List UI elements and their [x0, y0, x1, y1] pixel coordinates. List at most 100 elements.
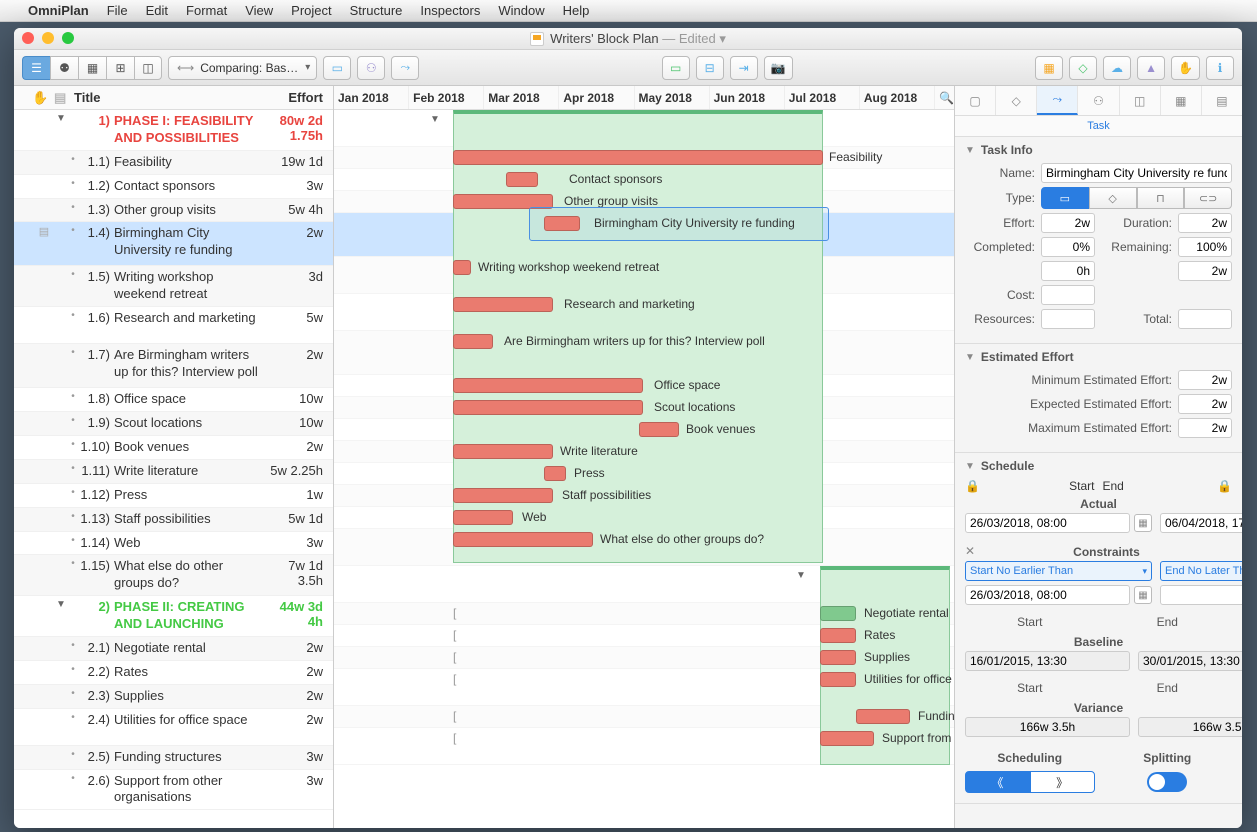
constraint-start-select[interactable]: Start No Earlier Than: [965, 561, 1152, 581]
gantt-bar[interactable]: [453, 444, 553, 459]
scheduling-segment[interactable]: 《》: [965, 771, 1095, 793]
filter-icon[interactable]: ▦: [1035, 56, 1063, 80]
task-row[interactable]: •1.11)Write literature5w 2.25h: [14, 460, 333, 484]
duration-field[interactable]: [1178, 213, 1232, 233]
menu-window[interactable]: Window: [498, 3, 544, 18]
remaining-field[interactable]: [1178, 237, 1232, 257]
close-button[interactable]: [22, 32, 34, 44]
inspector-tab[interactable]: ⚇: [1078, 86, 1119, 115]
task-row[interactable]: •1.15)What else do other groups do?7w 1d…: [14, 555, 333, 596]
type-milestone[interactable]: ◇: [1089, 187, 1137, 209]
gantt-bar[interactable]: [820, 628, 856, 643]
min-est-field[interactable]: [1178, 370, 1232, 390]
reschedule-icon[interactable]: ⊟: [696, 56, 724, 80]
add-dependency-icon[interactable]: ⤳: [391, 56, 419, 80]
view-calendar-icon[interactable]: ▦: [78, 56, 106, 80]
inspector-tab[interactable]: ▦: [1161, 86, 1202, 115]
catchup-icon[interactable]: ⇥: [730, 56, 758, 80]
cost-field[interactable]: [1041, 285, 1095, 305]
col-effort[interactable]: Effort: [263, 90, 333, 105]
total-field[interactable]: [1178, 309, 1232, 329]
inspector-tab[interactable]: ◇: [996, 86, 1037, 115]
task-row[interactable]: •1.12)Press1w: [14, 484, 333, 508]
task-row[interactable]: •1.3)Other group visits5w 4h: [14, 199, 333, 223]
inspector-tab[interactable]: ▤: [1202, 86, 1242, 115]
gantt-bar[interactable]: [453, 510, 513, 525]
gantt-bar[interactable]: [856, 709, 910, 724]
task-row[interactable]: •2.6)Support from other organisations3w: [14, 770, 333, 811]
gantt-bar[interactable]: [820, 650, 856, 665]
add-task-icon[interactable]: ▭: [323, 56, 351, 80]
gantt-bar[interactable]: [453, 532, 593, 547]
weeks-field[interactable]: [1178, 261, 1232, 281]
type-group[interactable]: ⊓: [1137, 187, 1185, 209]
task-row[interactable]: •1.13)Staff possibilities5w 1d: [14, 508, 333, 532]
gantt-bar[interactable]: [453, 488, 553, 503]
view-gantt-icon[interactable]: ☰: [22, 56, 50, 80]
view-style-icon[interactable]: ◫: [134, 56, 162, 80]
resources-field[interactable]: [1041, 309, 1095, 329]
gantt-bar[interactable]: [820, 672, 856, 687]
view-resource-icon[interactable]: ⚉: [50, 56, 78, 80]
task-row[interactable]: •2.1)Negotiate rental2w: [14, 637, 333, 661]
gantt-bar[interactable]: [453, 150, 823, 165]
gantt-bar[interactable]: [544, 216, 580, 231]
camera-icon[interactable]: 📷: [764, 56, 793, 80]
constraint-end-select[interactable]: End No Later Than: [1160, 561, 1242, 581]
actual-end-field[interactable]: [1160, 513, 1242, 533]
task-row[interactable]: •1.6)Research and marketing5w: [14, 307, 333, 344]
completed-field[interactable]: [1041, 237, 1095, 257]
menu-edit[interactable]: Edit: [146, 3, 168, 18]
maximize-button[interactable]: [62, 32, 74, 44]
publish-icon[interactable]: ☁: [1103, 56, 1131, 80]
gantt-bar[interactable]: [506, 172, 538, 187]
task-row[interactable]: •1.9)Scout locations10w: [14, 412, 333, 436]
type-task[interactable]: ▭: [1041, 187, 1089, 209]
inspector-tab[interactable]: ◫: [1120, 86, 1161, 115]
effort-field[interactable]: [1041, 213, 1095, 233]
task-row[interactable]: •1.2)Contact sponsors3w: [14, 175, 333, 199]
window-status[interactable]: — Edited ▾: [659, 31, 726, 47]
menu-structure[interactable]: Structure: [350, 3, 403, 18]
app-name[interactable]: OmniPlan: [28, 3, 89, 18]
gantt-bar[interactable]: [453, 400, 643, 415]
level-icon[interactable]: ▭: [662, 56, 690, 80]
gantt-bar[interactable]: [453, 260, 471, 275]
inspector-tab[interactable]: ▢: [955, 86, 996, 115]
task-row[interactable]: •2.4)Utilities for office space2w: [14, 709, 333, 746]
menu-view[interactable]: View: [245, 3, 273, 18]
splitting-switch[interactable]: [1147, 772, 1187, 792]
task-row[interactable]: •1.1)Feasibility19w 1d: [14, 151, 333, 175]
task-row[interactable]: •2.5)Funding structures3w: [14, 746, 333, 770]
view-network-icon[interactable]: ⊞: [106, 56, 134, 80]
gantt-bar[interactable]: [453, 334, 493, 349]
constraint-start-date[interactable]: [965, 585, 1130, 605]
constraint-end-date[interactable]: [1160, 585, 1242, 605]
task-row[interactable]: ▼2)PHASE II: CREATING AND LAUNCHING44w 3…: [14, 596, 333, 637]
task-row[interactable]: •1.10)Book venues2w: [14, 436, 333, 460]
hold-icon[interactable]: ✋: [1171, 56, 1200, 80]
name-field[interactable]: [1041, 163, 1232, 183]
type-hammock[interactable]: ⊂⊃: [1184, 187, 1232, 209]
calendar-icon[interactable]: ▦: [1134, 514, 1152, 532]
col-title[interactable]: Title: [74, 90, 263, 105]
gantt-bar[interactable]: [820, 606, 856, 621]
info-icon[interactable]: ℹ: [1206, 56, 1234, 80]
menu-format[interactable]: Format: [186, 3, 227, 18]
gantt-bar[interactable]: [820, 731, 874, 746]
menu-inspectors[interactable]: Inspectors: [420, 3, 480, 18]
gantt-bar[interactable]: [544, 466, 566, 481]
task-row[interactable]: •2.2)Rates2w: [14, 661, 333, 685]
task-row[interactable]: •1.8)Office space10w: [14, 388, 333, 412]
calendar-icon[interactable]: ▦: [1134, 586, 1152, 604]
gantt-bar[interactable]: [453, 378, 643, 393]
minimize-button[interactable]: [42, 32, 54, 44]
inspector-tab[interactable]: ⤳: [1037, 86, 1078, 115]
task-row[interactable]: ▼1)PHASE I: FEASIBILITY AND POSSIBILITIE…: [14, 110, 333, 151]
actual-start-field[interactable]: [965, 513, 1130, 533]
exp-est-field[interactable]: [1178, 394, 1232, 414]
task-row[interactable]: •1.14)Web3w: [14, 532, 333, 556]
add-resource-icon[interactable]: ⚇: [357, 56, 385, 80]
gantt-bar[interactable]: [639, 422, 679, 437]
task-row[interactable]: •2.3)Supplies2w: [14, 685, 333, 709]
